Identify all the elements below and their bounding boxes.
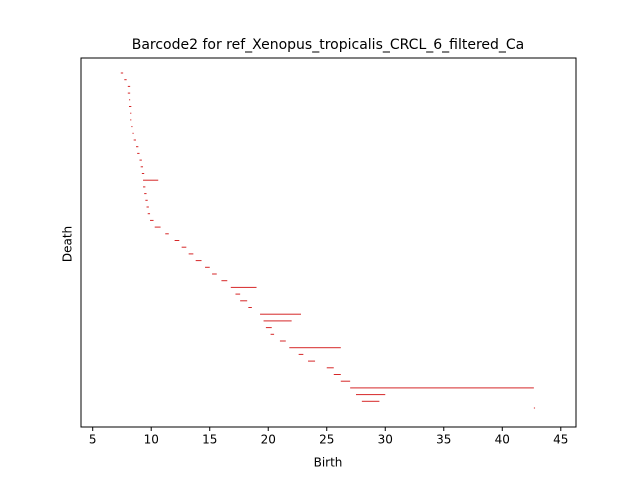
bar [136, 146, 139, 148]
bar [150, 219, 154, 221]
bar [144, 193, 147, 195]
bar [326, 367, 334, 369]
bar [308, 360, 316, 362]
x-tick-label: 25 [319, 433, 334, 447]
bar [143, 179, 159, 181]
bar [141, 173, 145, 174]
bar [240, 300, 248, 302]
bar [350, 387, 534, 389]
bar [130, 112, 132, 114]
x-tick-label: 40 [495, 433, 510, 447]
bar [289, 347, 341, 349]
bar [137, 152, 140, 154]
bar [128, 99, 131, 101]
bar [533, 407, 536, 409]
bar [145, 199, 148, 201]
bar [205, 266, 210, 268]
bar [230, 286, 257, 288]
x-tick-label: 35 [436, 433, 451, 447]
bar [120, 72, 124, 74]
bar [188, 253, 194, 255]
bar [298, 353, 304, 355]
bar [133, 139, 136, 141]
bar [130, 119, 132, 121]
bar [263, 320, 292, 322]
chart-title: Barcode2 for ref_Xenopus_tropicalis_CRCL… [132, 37, 525, 53]
bar [181, 246, 187, 248]
bar [212, 273, 217, 275]
x-tick-label: 30 [378, 433, 393, 447]
bar [132, 132, 134, 134]
y-axis-label: Death [61, 226, 75, 262]
bar [131, 126, 133, 128]
bar [165, 233, 169, 235]
x-tick-label: 15 [202, 433, 217, 447]
x-axis-label: Birth [314, 456, 343, 470]
x-tick-label: 10 [144, 433, 159, 447]
bar [248, 307, 252, 308]
bar [265, 327, 272, 329]
bar [279, 340, 286, 342]
bar [221, 280, 228, 282]
plot-frame [80, 57, 577, 428]
bar [147, 213, 151, 215]
bar [270, 333, 275, 335]
bar [356, 394, 386, 396]
bar [146, 206, 149, 208]
bar [361, 400, 380, 402]
bar [195, 260, 202, 262]
bar [143, 186, 146, 188]
bar [139, 159, 142, 161]
bar [127, 85, 131, 87]
bar [128, 106, 132, 107]
bar [124, 79, 127, 81]
bar [333, 374, 341, 375]
x-tick-label: 20 [261, 433, 276, 447]
bar [154, 226, 161, 228]
bar [235, 293, 241, 295]
x-tick-label: 5 [89, 433, 97, 447]
bar [140, 166, 144, 168]
bar [340, 380, 351, 382]
x-tick-label: 45 [553, 433, 568, 447]
bar [174, 240, 180, 241]
bar [260, 313, 301, 315]
bar [127, 92, 131, 94]
